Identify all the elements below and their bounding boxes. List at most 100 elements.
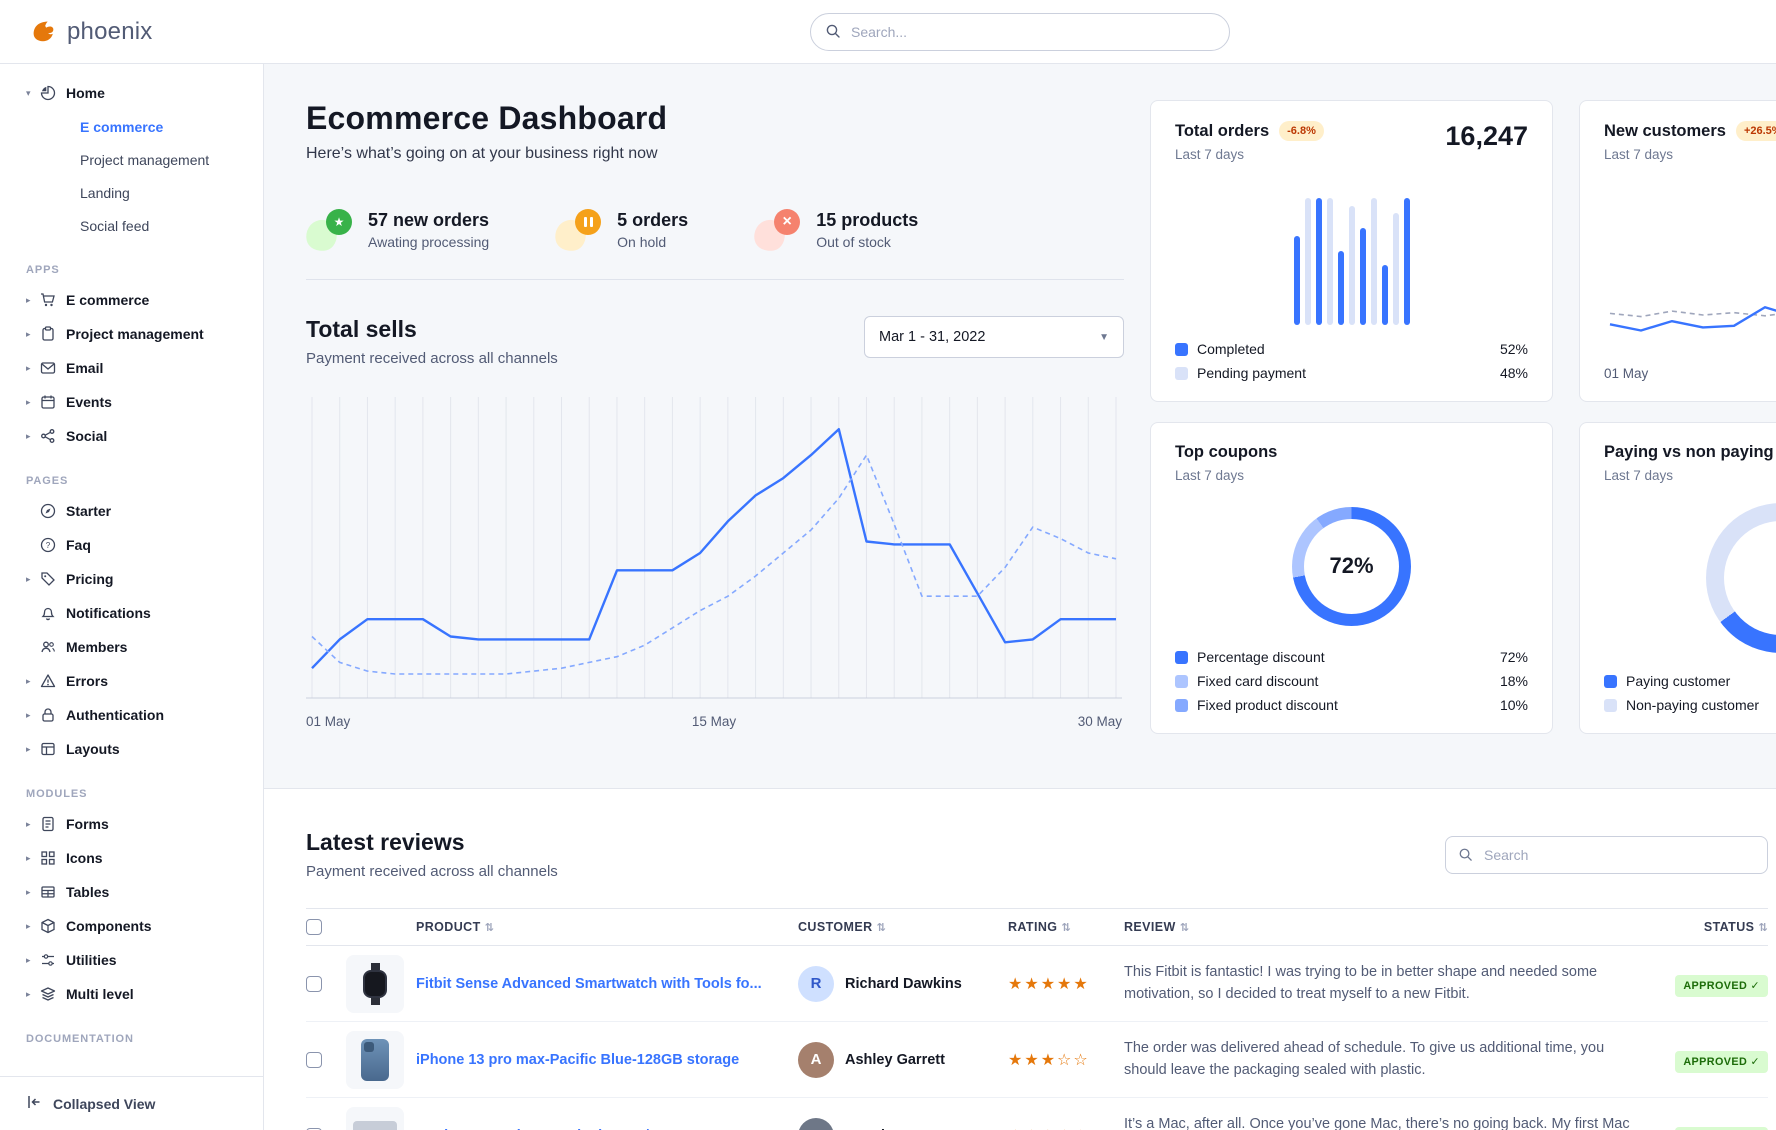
total-sells-line-chart: [306, 397, 1122, 699]
row-checkbox[interactable]: [306, 1051, 322, 1068]
card-title: Top coupons: [1175, 443, 1278, 461]
orders-bar: [1359, 228, 1366, 325]
legend-label: Fixed card discount: [1197, 673, 1319, 689]
legend-label: Completed: [1197, 341, 1265, 357]
sidebar-item-utilities[interactable]: ▸ Utilities: [0, 943, 263, 977]
sidebar-item-label: E commerce: [66, 292, 150, 308]
legend-row: Completed 52%: [1175, 341, 1528, 357]
chevron-right-icon: ▸: [26, 709, 31, 720]
customer-cell: R Richard Dawkins: [798, 965, 1008, 1002]
sidebar-item-project-management[interactable]: Project management: [80, 151, 210, 168]
paying-legend: Paying customer Non-paying customer: [1604, 673, 1776, 713]
product-link[interactable]: Fitbit Sense Advanced Smartwatch with To…: [416, 975, 762, 992]
sidebar-item-tables[interactable]: ▸ Tables: [0, 875, 263, 909]
sidebar-item-pricing[interactable]: ▸ Pricing: [0, 562, 263, 596]
total-sells-subtitle: Payment received across all channels: [306, 350, 558, 367]
chevron-down-icon: ▼: [1099, 331, 1109, 343]
sidebar-item-starter[interactable]: Starter: [0, 494, 263, 528]
column-header-review[interactable]: REVIEW ⇅: [1124, 920, 1190, 934]
legend-label: Non-paying customer: [1626, 697, 1760, 713]
mail-icon: [40, 360, 57, 377]
sidebar-item-label: Errors: [66, 673, 109, 689]
pause-icon: [552, 209, 603, 254]
sidebar-item-home[interactable]: ▾ Home: [0, 76, 263, 110]
rating-stars: ★★★★☆: [1008, 1126, 1124, 1130]
stat-value: 5 orders: [617, 210, 689, 230]
dashboard-top-section: Ecommerce Dashboard Here’s what’s going …: [264, 64, 1776, 788]
legend-label: Pending payment: [1197, 365, 1306, 381]
sidebar-item-notifications[interactable]: Notifications: [0, 596, 263, 630]
sidebar-item-layouts[interactable]: ▸ Layouts: [0, 732, 263, 766]
sidebar-item-icons[interactable]: ▸ Icons: [0, 841, 263, 875]
review-text: The order was delivered ahead of schedul…: [1124, 1040, 1605, 1078]
pie-icon: [40, 85, 57, 102]
sidebar-item-label: Pricing: [66, 571, 114, 587]
column-header-rating[interactable]: RATING ⇅: [1008, 920, 1072, 934]
select-all-checkbox[interactable]: [306, 919, 322, 935]
customer-name: Ashley Garrett: [845, 1051, 945, 1068]
legend-swatch: [1604, 698, 1617, 712]
sidebar-item-faq[interactable]: ? Faq: [0, 528, 263, 562]
reviews-subtitle: Payment received across all channels: [306, 863, 558, 880]
sidebar-item-label: Layouts: [66, 741, 120, 757]
row-checkbox[interactable]: [306, 975, 322, 992]
sidebar-item-label: Authentication: [66, 707, 164, 723]
search-icon: [825, 23, 841, 39]
sidebar-item-multi-level[interactable]: ▸ Multi level: [0, 977, 263, 1011]
orders-bar: [1370, 198, 1377, 325]
column-header-product[interactable]: PRODUCT ⇅: [416, 920, 495, 934]
sidebar-item-social[interactable]: ▸ Social: [0, 419, 263, 453]
card-title: New customers: [1604, 121, 1726, 140]
forms-icon: [40, 816, 57, 833]
column-header-status[interactable]: STATUS ⇅: [1703, 920, 1768, 934]
page-subtitle: Here’s what’s going on at your business …: [306, 145, 658, 162]
product-image: [346, 954, 404, 1013]
global-search-input[interactable]: [810, 12, 1230, 51]
legend-swatch: [1175, 650, 1188, 664]
sidebar-item-label: Icons: [66, 850, 103, 866]
sidebar-item-authentication[interactable]: ▸ Authentication: [0, 698, 263, 732]
sidebar-item-project-management[interactable]: ▸ Project management: [0, 317, 263, 351]
brand-logo[interactable]: phoenix: [0, 15, 264, 48]
sidebar-item-forms[interactable]: ▸ Forms: [0, 807, 263, 841]
reviews-title: Latest reviews: [306, 829, 465, 855]
sidebar-item-landing[interactable]: Landing: [80, 184, 130, 201]
sidebar-item-label: Faq: [66, 537, 91, 553]
review-text: It’s a Mac, after all. Once you’ve gone …: [1124, 1116, 1630, 1130]
chevron-right-icon: ▸: [26, 818, 31, 829]
bell-icon: [40, 605, 57, 622]
product-link[interactable]: iPhone 13 pro max-Pacific Blue-128GB sto…: [416, 1051, 740, 1068]
column-header-customer[interactable]: CUSTOMER ⇅: [798, 920, 887, 934]
share-icon: [40, 428, 57, 445]
stat-out-of-stock: × 15 products Out of stock: [751, 209, 918, 254]
orders-bar: [1304, 198, 1311, 325]
sidebar-item-errors[interactable]: ▸ Errors: [0, 664, 263, 698]
review-row: Fitbit Sense Advanced Smartwatch with To…: [306, 946, 1768, 1022]
sort-icon: ⇅: [484, 922, 495, 934]
reviews-search-input[interactable]: [1445, 835, 1768, 874]
warning-icon: [40, 673, 57, 690]
orders-bar: [1326, 198, 1333, 325]
chevron-right-icon: ▸: [26, 675, 31, 686]
customer-cell: W Woodrow Burton: [798, 1117, 1008, 1130]
sidebar-item-components[interactable]: ▸ Components: [0, 909, 263, 943]
status-badge: APPROVED ✓: [1675, 974, 1768, 997]
sidebar-section-modules: MODULES: [26, 788, 88, 800]
sidebar-item-email[interactable]: ▸ Email: [0, 351, 263, 385]
sidebar-item-label: Members: [66, 639, 128, 655]
orders-bar: [1348, 205, 1355, 325]
collapsed-view-toggle[interactable]: Collapsed View: [0, 1076, 263, 1130]
clipboard-icon: [40, 325, 57, 343]
sidebar-item-e-commerce[interactable]: E commerce: [80, 118, 164, 135]
sidebar-item-label: Events: [66, 394, 112, 410]
stats-row: ★ 57 new orders Awating processing 5 ord…: [303, 209, 1124, 280]
date-range-select[interactable]: Mar 1 - 31, 2022 ▼: [864, 316, 1124, 358]
svg-text:?: ?: [46, 541, 51, 550]
sidebar-item-members[interactable]: Members: [0, 630, 263, 664]
sidebar-item-e-commerce[interactable]: ▸ E commerce: [0, 283, 263, 317]
sidebar-item-events[interactable]: ▸ Events: [0, 385, 263, 419]
sidebar-item-social-feed[interactable]: Social feed: [80, 217, 150, 234]
stat-orders-on-hold: 5 orders On hold: [552, 209, 689, 254]
rating-stars: ★★★★★: [1008, 975, 1090, 993]
review-row: Apple MacBook Pro 13 inch-M1-8/256GB-...…: [306, 1098, 1768, 1130]
